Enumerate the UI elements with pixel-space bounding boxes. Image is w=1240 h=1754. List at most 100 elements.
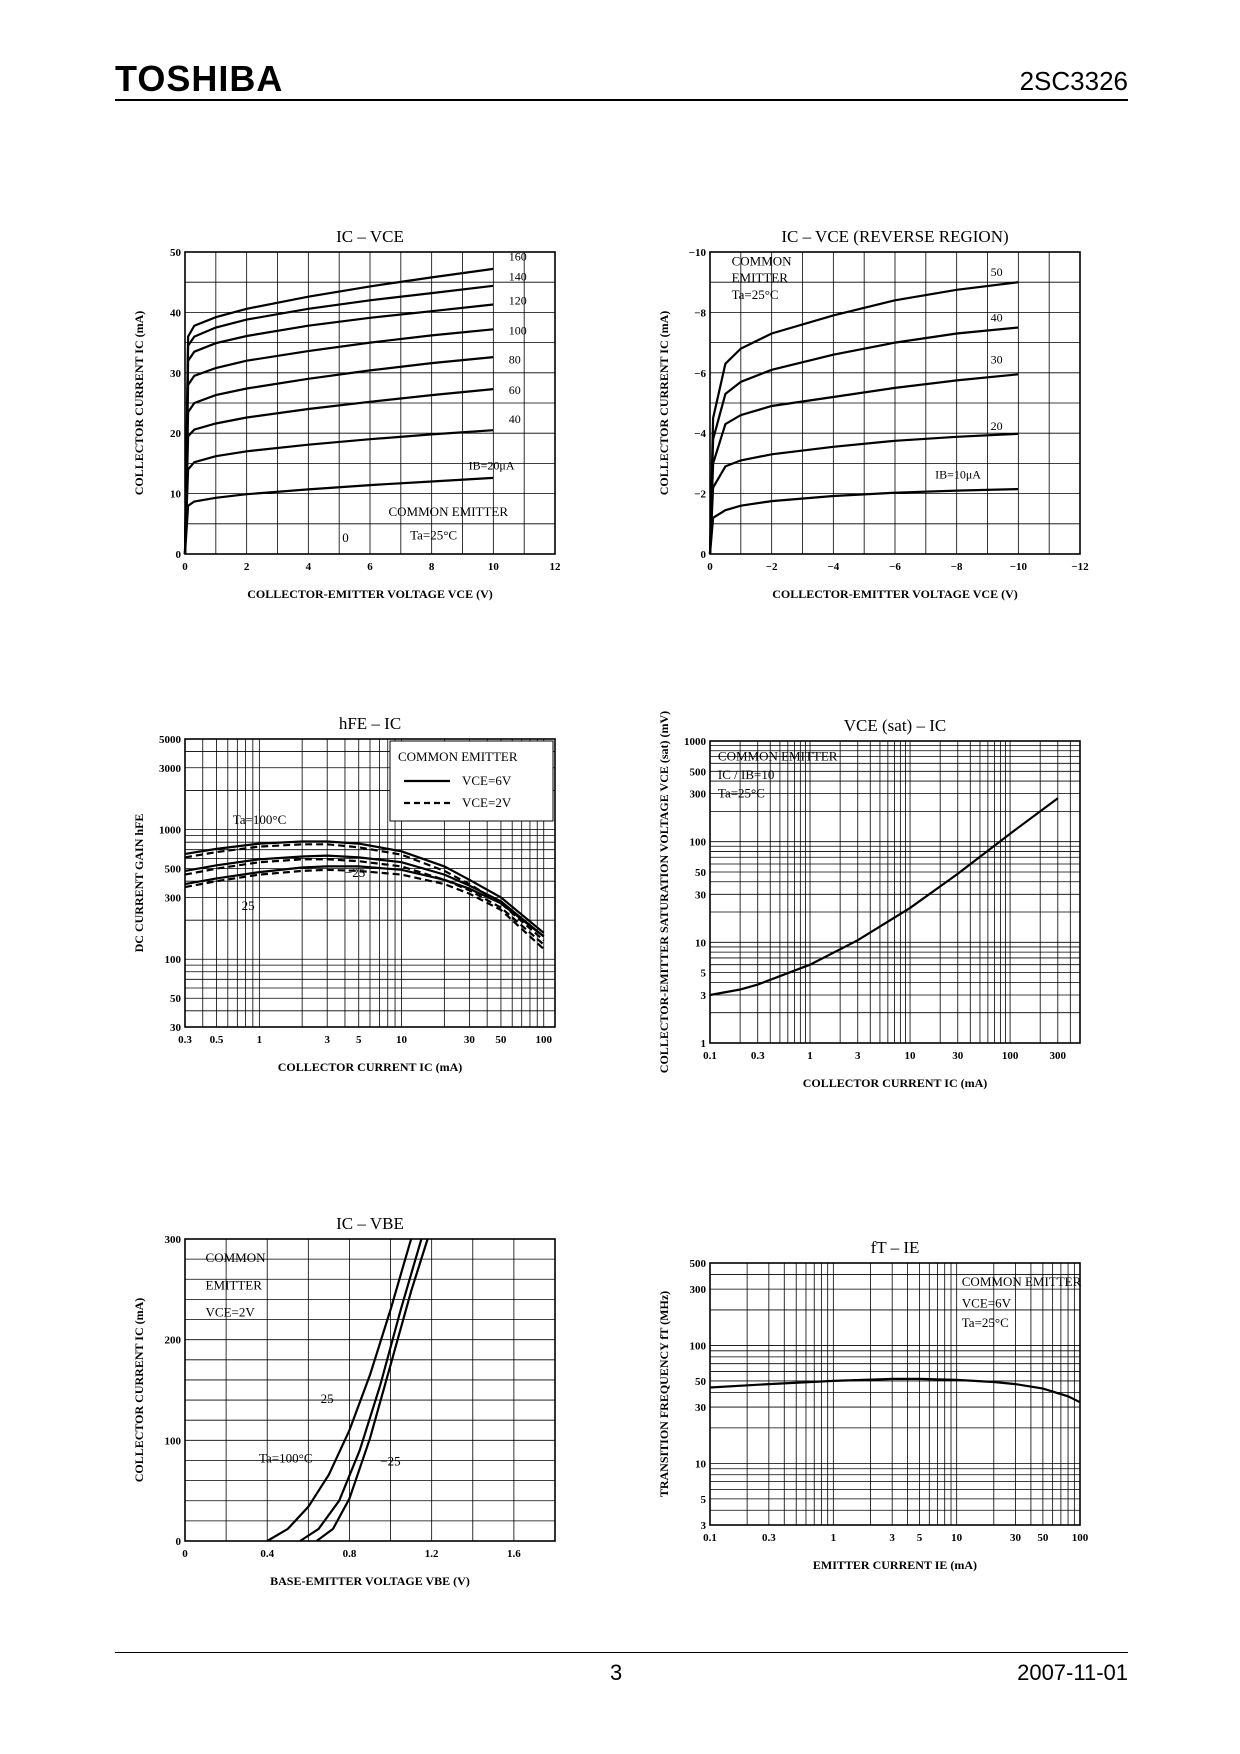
x-axis-label: COLLECTOR-EMITTER VOLTAGE VCE (V) xyxy=(247,587,492,601)
series-line xyxy=(183,388,494,555)
x-tick-label: 50 xyxy=(1037,1532,1049,1544)
x-tick-label: 6 xyxy=(367,561,373,573)
x-tick-label: 0.8 xyxy=(343,1548,357,1560)
chart-title: hFE – IC xyxy=(339,714,401,733)
y-tick-label: 300 xyxy=(690,1284,707,1296)
x-tick-label: 0 xyxy=(182,1548,188,1560)
y-axis-label: DC CURRENT GAIN hFE xyxy=(132,814,146,953)
annotation: Ta=25°C xyxy=(732,287,779,302)
chart-ft-ie: 0.1 0.3 1 3 5 10 30 50 100 3 5 10 30 50 100 300 500 fT – … xyxy=(657,1238,1089,1572)
y-tick-label: 0 xyxy=(701,549,707,561)
series-line xyxy=(708,488,1019,555)
series-label: 80 xyxy=(509,353,521,367)
annotation: 0 xyxy=(342,530,349,545)
y-tick-label: 1000 xyxy=(684,736,707,748)
annotation: EMITTER xyxy=(732,270,789,285)
y-tick-label: 10 xyxy=(695,937,707,949)
x-axis-label: COLLECTOR CURRENT IC (mA) xyxy=(278,1060,463,1074)
x-tick-label: 4 xyxy=(306,561,312,573)
y-tick-label: 500 xyxy=(165,864,182,876)
x-tick-label: −8 xyxy=(951,561,963,573)
series-label: 20 xyxy=(991,419,1003,433)
series-line xyxy=(708,281,1019,555)
y-axis-label: COLLECTOR CURRENT IC (mA) xyxy=(132,311,146,496)
x-tick-label: 10 xyxy=(396,1034,408,1046)
annotation: EMITTER xyxy=(206,1277,263,1292)
y-tick-label: 0 xyxy=(176,549,182,561)
series-line xyxy=(183,356,494,555)
plot-frame xyxy=(184,251,556,555)
y-tick-label: 500 xyxy=(690,766,707,778)
y-tick-label: 3000 xyxy=(159,763,182,775)
x-tick-label: 1 xyxy=(831,1532,837,1544)
y-axis-label: COLLECTOR CURRENT IC (mA) xyxy=(132,1298,146,1483)
chart-title: IC – VBE xyxy=(336,1214,404,1233)
series-label: IB=20μA xyxy=(469,458,515,472)
x-tick-label: 3 xyxy=(855,1050,861,1062)
y-tick-label: −2 xyxy=(694,489,706,501)
y-tick-label: 20 xyxy=(170,428,182,440)
y-tick-label: 0 xyxy=(176,1536,182,1548)
x-tick-label: 0.3 xyxy=(178,1034,192,1046)
annotation: Ta=25°C xyxy=(962,1315,1009,1330)
x-tick-label: 100 xyxy=(535,1034,552,1046)
y-tick-label: 30 xyxy=(695,1402,707,1414)
series-label: 50 xyxy=(991,265,1003,279)
y-tick-label: −4 xyxy=(694,428,706,440)
annotation: Ta=25°C xyxy=(718,785,765,800)
x-tick-label: 30 xyxy=(1010,1532,1022,1544)
series-line xyxy=(183,429,494,555)
annotation: Ta=25°C xyxy=(410,528,457,543)
legend-label: VCE=2V xyxy=(462,795,512,810)
series-label: 160 xyxy=(509,249,527,263)
x-tick-label: 0.5 xyxy=(210,1034,224,1046)
plot-frame xyxy=(709,251,1081,555)
y-tick-label: 50 xyxy=(695,1376,707,1388)
chart-title: IC – VCE xyxy=(336,227,404,246)
chart-ic-vbe: 0 0.4 0.8 1.2 1.6 0 100 200 300 IC – VBE BASE-EMIT… xyxy=(132,1214,556,1588)
legend: COMMON EMITTER VCE=6V VCE=2V xyxy=(389,740,554,822)
y-tick-label: 3 xyxy=(701,990,707,1002)
x-tick-label: 30 xyxy=(464,1034,476,1046)
series-label: 40 xyxy=(509,412,521,426)
y-tick-label: 300 xyxy=(165,892,182,904)
y-axis-label: COLLECTOR CURRENT IC (mA) xyxy=(657,311,671,496)
x-tick-label: 0 xyxy=(182,561,188,573)
annotation: Ta=100°C xyxy=(259,1450,313,1465)
series-line xyxy=(184,840,545,934)
revision-date: 2007-11-01 xyxy=(1017,1660,1128,1685)
series-label: 100 xyxy=(509,324,527,338)
chart-hfe-ic: 0.3 0.5 1 3 5 10 30 50 100 30 50 100 300 500 1000 3000 5… xyxy=(132,714,556,1074)
series-line xyxy=(708,326,1019,555)
series-label: 120 xyxy=(509,294,527,308)
series-line xyxy=(709,797,1059,997)
header-rule xyxy=(115,99,1128,101)
annotation: COMMON EMITTER xyxy=(718,749,838,764)
x-tick-label: 8 xyxy=(429,561,435,573)
x-tick-label: 10 xyxy=(905,1050,917,1062)
y-tick-label: 100 xyxy=(165,954,182,966)
series-line xyxy=(299,1238,423,1542)
y-tick-label: 5 xyxy=(701,968,707,980)
x-axis-label: BASE-EMITTER VOLTAGE VBE (V) xyxy=(270,1574,470,1588)
annotation: COMMON xyxy=(732,254,793,269)
y-tick-label: 30 xyxy=(170,1022,182,1034)
x-tick-label: 3 xyxy=(889,1532,895,1544)
y-tick-label: −8 xyxy=(694,307,706,319)
x-tick-label: 1.6 xyxy=(507,1548,521,1560)
annotation: COMMON xyxy=(206,1250,267,1265)
y-tick-label: 50 xyxy=(170,993,182,1005)
y-tick-label: 30 xyxy=(695,889,707,901)
annotation: COMMON EMITTER xyxy=(962,1274,1082,1289)
y-tick-label: 50 xyxy=(695,867,707,879)
y-axis-label: COLLECTOR-EMITTER SATURATION VOLTAGE VCE… xyxy=(657,711,671,1073)
series-line xyxy=(183,328,494,555)
series-label: 60 xyxy=(509,383,521,397)
x-tick-label: 0.3 xyxy=(762,1532,776,1544)
brand-logo: TOSHIBA xyxy=(115,58,284,99)
x-axis-label: EMITTER CURRENT IE (mA) xyxy=(813,1558,977,1572)
annotation: −25 xyxy=(345,865,365,880)
y-tick-label: 100 xyxy=(690,837,707,849)
y-tick-label: 50 xyxy=(170,247,182,259)
